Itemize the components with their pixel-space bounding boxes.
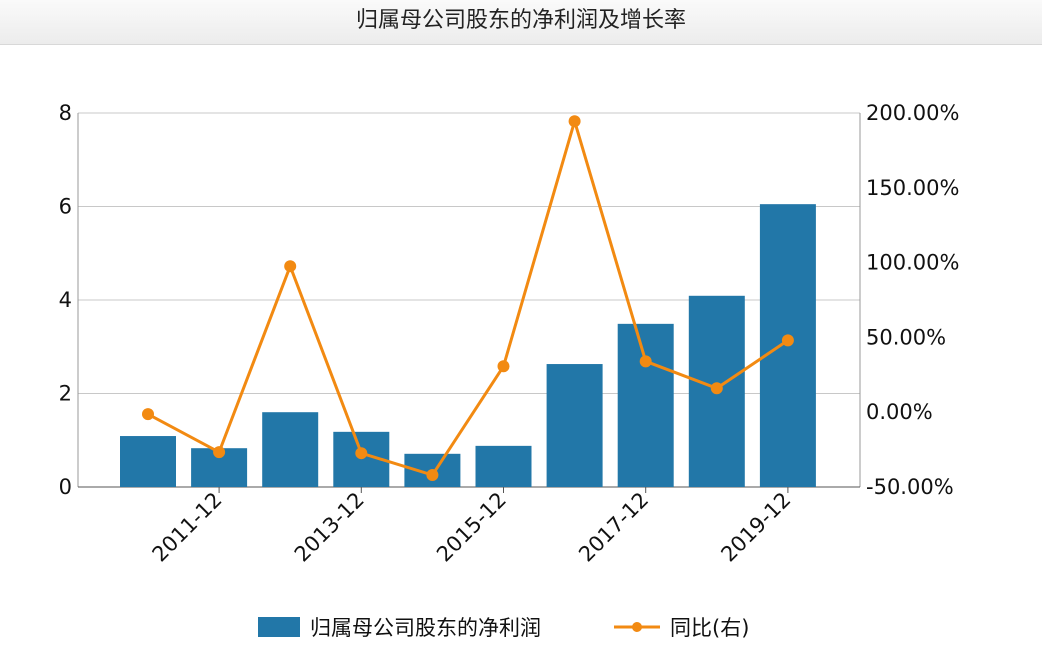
growth-point-2016-12 bbox=[568, 115, 581, 128]
legend-bar-swatch bbox=[258, 617, 300, 637]
legend: 归属母公司股东的净利润 同比(右) bbox=[0, 612, 1042, 648]
right-tick-label: -50.00% bbox=[866, 475, 954, 499]
x-tick-label: 2011-12 bbox=[148, 488, 227, 567]
x-tick-label: 2017-12 bbox=[574, 488, 653, 567]
legend-line-swatch bbox=[614, 622, 660, 632]
growth-point-2011-12 bbox=[213, 446, 226, 459]
legend-bar-label: 归属母公司股东的净利润 bbox=[310, 616, 541, 640]
x-tick-label: 2019-12 bbox=[716, 488, 795, 567]
bar-2016-12 bbox=[546, 364, 603, 487]
growth-point-2012-12 bbox=[284, 260, 297, 273]
bar-2017-12 bbox=[617, 323, 674, 487]
bar-2010-12 bbox=[120, 436, 176, 487]
left-tick-label: 2 bbox=[59, 382, 72, 406]
left-tick-label: 8 bbox=[59, 101, 72, 125]
growth-point-2017-12 bbox=[639, 355, 652, 368]
growth-point-2018-12 bbox=[710, 382, 723, 395]
right-tick-label: 50.00% bbox=[866, 325, 946, 349]
legend-item-bar[interactable]: 归属母公司股东的净利润 bbox=[258, 612, 541, 642]
left-tick-label: 4 bbox=[59, 288, 72, 312]
chart-title: 归属母公司股东的净利润及增长率 bbox=[0, 0, 1042, 45]
right-tick-label: 100.00% bbox=[866, 251, 959, 275]
x-tick-label: 2013-12 bbox=[290, 488, 369, 567]
growth-point-2014-12 bbox=[426, 469, 439, 482]
x-tick-label: 2015-12 bbox=[432, 488, 511, 567]
legend-line-label: 同比(右) bbox=[670, 616, 750, 640]
right-tick-label: 200.00% bbox=[866, 101, 959, 125]
right-tick-label: 150.00% bbox=[866, 176, 959, 200]
bar-2015-12 bbox=[475, 445, 532, 487]
legend-item-line[interactable]: 同比(右) bbox=[612, 612, 749, 642]
growth-point-2013-12 bbox=[355, 447, 368, 460]
left-tick-label: 6 bbox=[59, 195, 72, 219]
growth-point-2019-12 bbox=[781, 334, 794, 347]
growth-point-2010-12 bbox=[142, 408, 154, 421]
left-tick-label: 0 bbox=[59, 475, 72, 499]
growth-point-2015-12 bbox=[497, 360, 510, 373]
bar-2012-12 bbox=[262, 412, 319, 487]
growth-line bbox=[147, 115, 789, 477]
right-tick-label: 0.00% bbox=[866, 400, 933, 424]
